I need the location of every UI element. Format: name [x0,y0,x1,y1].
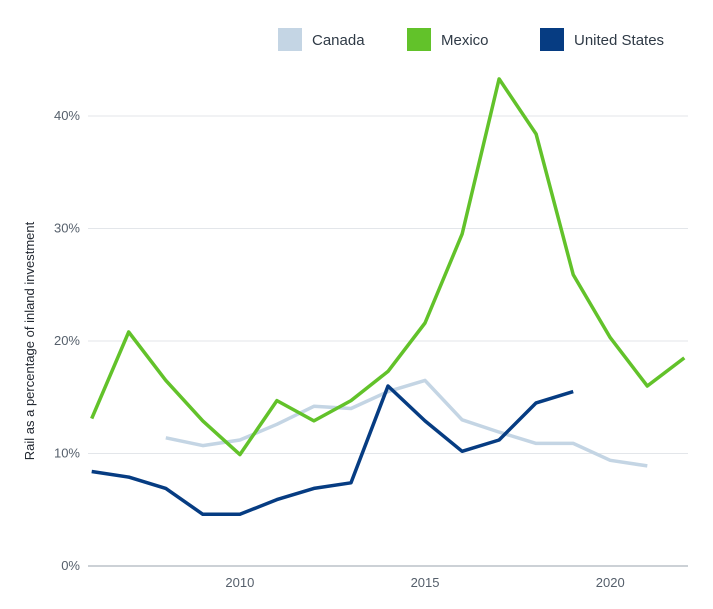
legend-label-united-states: United States [574,32,664,49]
x-tick-label: 2015 [411,575,440,590]
y-tick-label: 10% [54,446,80,461]
y-tick-label: 40% [54,108,80,123]
y-tick-label: 0% [61,558,80,573]
series-lines [90,77,686,517]
x-axis-ticks: 2010 2015 2020 [225,575,624,590]
x-tick-label: 2010 [225,575,254,590]
series-line-mexico [90,77,686,457]
y-tick-label: 30% [54,221,80,236]
series-line-united-states [91,384,574,517]
y-axis-ticks: 0% 10% 20% 30% 40% [54,108,80,573]
gridlines [88,115,688,567]
legend-swatch-mexico [407,28,431,51]
series-line-canada [165,378,648,468]
x-tick-label: 2020 [596,575,625,590]
y-tick-label: 20% [54,333,80,348]
legend-label-canada: Canada [312,32,365,49]
legend-swatch-united-states [540,28,564,51]
legend: Canada Mexico United States [278,28,664,51]
legend-label-mexico: Mexico [441,32,489,49]
legend-swatch-canada [278,28,302,51]
y-axis-label: Rail as a percentage of inland investmen… [22,221,37,460]
